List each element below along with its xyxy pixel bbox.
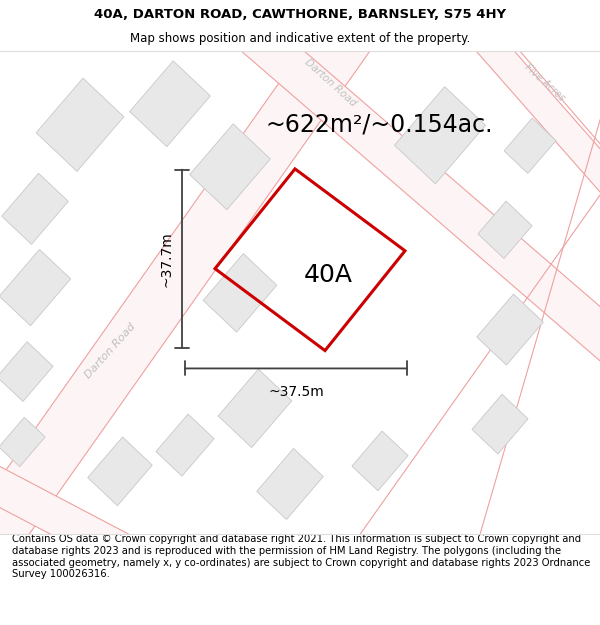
Polygon shape: [478, 201, 532, 259]
Text: ~37.5m: ~37.5m: [268, 385, 324, 399]
Polygon shape: [0, 342, 53, 401]
Polygon shape: [218, 369, 292, 448]
Polygon shape: [190, 124, 271, 210]
Polygon shape: [477, 294, 543, 365]
Polygon shape: [504, 118, 556, 173]
Text: Contains OS data © Crown copyright and database right 2021. This information is : Contains OS data © Crown copyright and d…: [12, 534, 590, 579]
Polygon shape: [0, 455, 158, 582]
Polygon shape: [472, 394, 528, 454]
Polygon shape: [2, 173, 68, 244]
Polygon shape: [187, 0, 600, 393]
Polygon shape: [0, 418, 45, 467]
Text: Map shows position and indicative extent of the property.: Map shows position and indicative extent…: [130, 32, 470, 45]
Polygon shape: [36, 78, 124, 171]
Polygon shape: [352, 431, 408, 491]
Text: Five Acres: Five Acres: [523, 62, 567, 103]
Text: 40A: 40A: [304, 264, 353, 288]
Polygon shape: [156, 414, 214, 476]
Polygon shape: [88, 437, 152, 506]
Text: Darton Road: Darton Road: [83, 321, 137, 380]
Polygon shape: [0, 249, 71, 326]
Text: ~37.7m: ~37.7m: [160, 231, 174, 286]
Text: 40A, DARTON ROAD, CAWTHORNE, BARNSLEY, S75 4HY: 40A, DARTON ROAD, CAWTHORNE, BARNSLEY, S…: [94, 8, 506, 21]
Polygon shape: [0, 0, 402, 572]
Polygon shape: [203, 254, 277, 332]
Text: Darton Road: Darton Road: [302, 57, 358, 108]
Polygon shape: [430, 0, 600, 271]
Polygon shape: [394, 87, 485, 184]
Polygon shape: [257, 449, 323, 519]
Polygon shape: [130, 61, 211, 147]
Text: ~622m²/~0.154ac.: ~622m²/~0.154ac.: [265, 112, 493, 137]
